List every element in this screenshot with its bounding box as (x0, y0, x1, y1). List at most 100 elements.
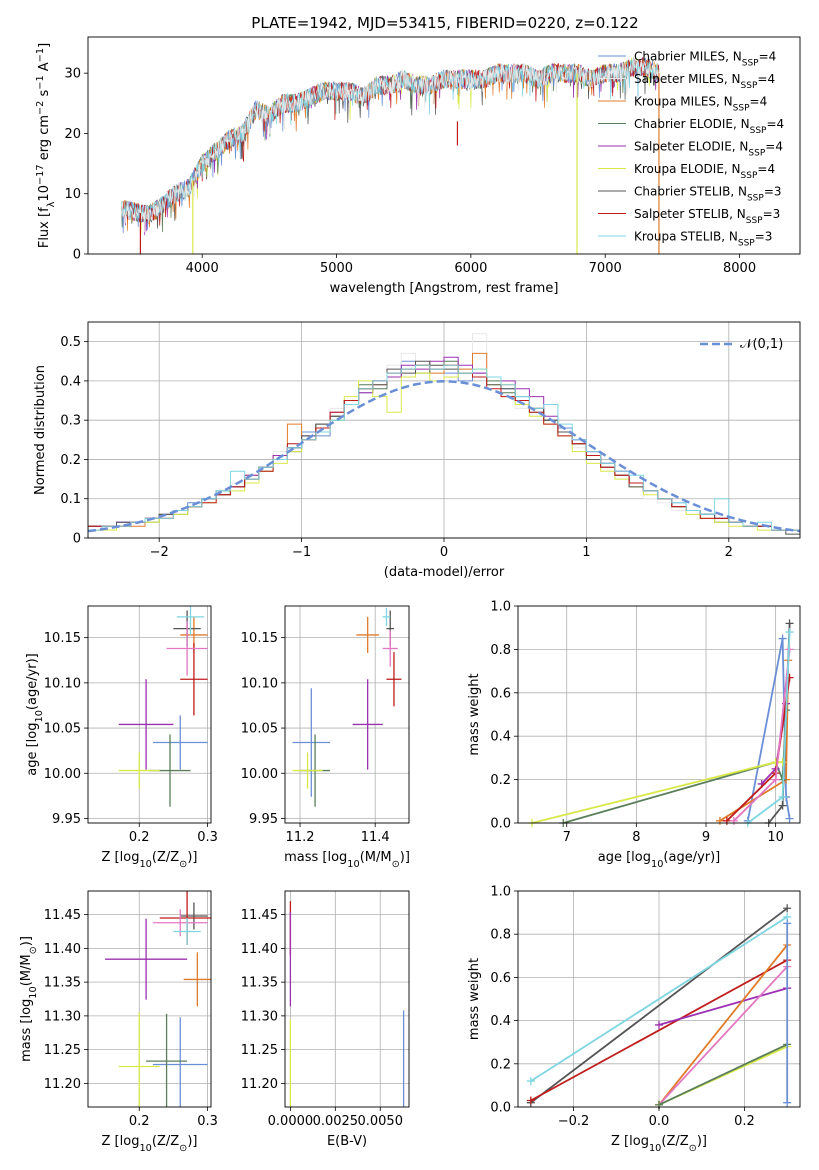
mass-age-errorbars (292, 607, 402, 807)
weight-line (530, 916, 788, 1082)
mass-age-xlabel: mass [log10(M/M⊙)] (284, 850, 410, 870)
legend-label: Chabrier STELIB, NSSP=3 (634, 185, 782, 204)
weight-line (658, 987, 788, 1026)
weight-marker (783, 919, 792, 928)
weight-marker (715, 816, 724, 825)
residuals-xlabel: (data-model)/error (384, 565, 505, 580)
weight-marker (778, 792, 787, 801)
EBV-mass-xlabel: E(B-V) (327, 1134, 367, 1149)
residuals-ylabel: Normed distribution (33, 365, 48, 495)
mass-age-ytick-label: 10.05 (241, 722, 278, 737)
EBV-mass-xtick-label: 0.0025 (313, 1114, 359, 1129)
legend-label: Salpeter STELIB, NSSP=3 (634, 207, 780, 226)
spectrum-xlabel: wavelength [Angstrom, rest frame] (330, 281, 559, 296)
age-weight-xtick-label: 8 (632, 830, 640, 845)
age-weight-lines (527, 619, 794, 827)
spectrum-series (121, 57, 660, 233)
Z-mass-ytick-label: 11.25 (44, 1043, 81, 1058)
age-weight-ytick-label: 0.2 (490, 773, 511, 788)
Z-age-xlabel: Z [log10(Z/Z⊙)] (102, 850, 198, 870)
age-weight-xlabel: age [log10(age/yr)] (598, 850, 721, 870)
Z-weight-ytick-label: 0.8 (490, 928, 511, 943)
legend-label: Kroupa MILES, NSSP=4 (634, 95, 767, 114)
weight-line (530, 907, 788, 1104)
weight-marker (778, 634, 787, 643)
weight-line (530, 959, 788, 1102)
spectrum-lines (121, 57, 660, 254)
age-weight-xtick-label: 7 (563, 830, 571, 845)
spectrum-ytick-label: 20 (64, 127, 81, 142)
mass-age-ytick-label: 10.00 (241, 767, 278, 782)
Z-weight-ytick-label: 0.4 (490, 1014, 511, 1029)
EBV-mass-ytick-label: 11.35 (241, 976, 278, 991)
weight-marker (722, 816, 731, 825)
weight-marker (785, 814, 794, 823)
Z-weight-ytick-label: 1.0 (490, 885, 511, 900)
age-weight-frame (517, 605, 801, 824)
Z-age-errorbars (118, 606, 208, 807)
residuals-xtick-label: 1 (582, 545, 590, 560)
weight-marker (783, 904, 792, 913)
Z-age-ytick-label: 10.00 (44, 767, 81, 782)
mass-age-ytick-label: 10.15 (241, 631, 278, 646)
EBV-mass-ytick-label: 11.25 (241, 1043, 278, 1058)
weight-marker (771, 775, 780, 784)
Z-age-ytick-label: 9.95 (52, 812, 81, 827)
Z-age-ylabel: age [log10(age/yr)] (25, 653, 45, 776)
residuals-ytick-label: 0.1 (60, 492, 81, 507)
Z-weight-xlabel: Z [log10(Z/Z⊙)] (611, 1134, 707, 1154)
Z-mass-ylabel: mass [log10(M/M⊙)] (19, 936, 39, 1062)
Z-weight-xtick-label: −0.2 (558, 1114, 590, 1129)
Z-age-ytick-label: 10.05 (44, 722, 81, 737)
spectrum-ylabel: Flux [fλ10−17 erg cm−2 s−1 A−1] (35, 43, 57, 248)
residuals-ytick-label: 0.2 (60, 453, 81, 468)
spectrum-ytick-label: 0 (73, 248, 81, 263)
legend-label: Chabrier MILES, NSSP=4 (634, 50, 776, 69)
EBV-mass-ytick-label: 11.45 (241, 908, 278, 923)
EBV-mass-errorbars (289, 901, 405, 1107)
EBV-mass-xtick-label: 0.0050 (357, 1114, 403, 1129)
residuals-ytick-label: 0.4 (60, 374, 81, 389)
residuals-xtick-label: −2 (150, 545, 169, 560)
legend-label: Kroupa STELIB, NSSP=3 (634, 230, 772, 249)
weight-marker (526, 1077, 535, 1086)
Z-weight-ytick-label: 0.0 (490, 1101, 511, 1116)
residuals-xtick-label: 0 (440, 545, 448, 560)
residual-histograms (88, 333, 800, 538)
Z-weight-ylabel: mass weight (467, 958, 482, 1040)
Z-mass-xtick-label: 0.3 (197, 1114, 218, 1129)
mass-age-xtick-label: 11.2 (286, 830, 315, 845)
weight-line (658, 1043, 788, 1106)
spectrum-xtick-label: 6000 (454, 261, 487, 276)
Z-weight-xtick-label: 0.2 (734, 1114, 755, 1129)
age-weight-xtick-label: 9 (702, 830, 710, 845)
spectrum-ytick-label: 10 (64, 187, 81, 202)
weight-marker (526, 1096, 535, 1105)
legend-label: Salpeter ELODIE, NSSP=4 (634, 140, 783, 159)
residuals-ytick-label: 0.3 (60, 414, 81, 429)
weight-marker (778, 801, 787, 810)
residual-histogram (88, 364, 800, 538)
Z-mass-ytick-label: 11.30 (44, 1009, 81, 1024)
Z-age-xtick-label: 0.3 (197, 830, 218, 845)
weight-marker (778, 758, 787, 767)
age-weight-xtick-label: 10 (767, 830, 784, 845)
gaussian-legend-label: 𝒩(0,1) (740, 337, 783, 352)
residuals-xtick-label: −1 (292, 545, 311, 560)
age-weight-ytick-label: 0.0 (490, 817, 511, 832)
spectrum-ytick-label: 30 (64, 67, 81, 82)
Z-mass-errorbars (105, 891, 211, 1107)
spectrum-xtick-label: 7000 (589, 261, 622, 276)
Z-weight-xtick-label: 0.0 (649, 1114, 670, 1129)
age-weight-ytick-label: 0.8 (490, 643, 511, 658)
spectrum-xtick-label: 5000 (320, 261, 353, 276)
Z-mass-frame (87, 890, 212, 1108)
weight-line (658, 965, 788, 1106)
residuals-ytick-label: 0.5 (60, 335, 81, 350)
Z-mass-ytick-label: 11.45 (44, 908, 81, 923)
mass-age-xtick-label: 11.4 (361, 830, 390, 845)
age-weight-ylabel: mass weight (467, 673, 482, 755)
EBV-mass-frame (284, 890, 410, 1108)
Z-mass-ytick-label: 11.40 (44, 942, 81, 957)
